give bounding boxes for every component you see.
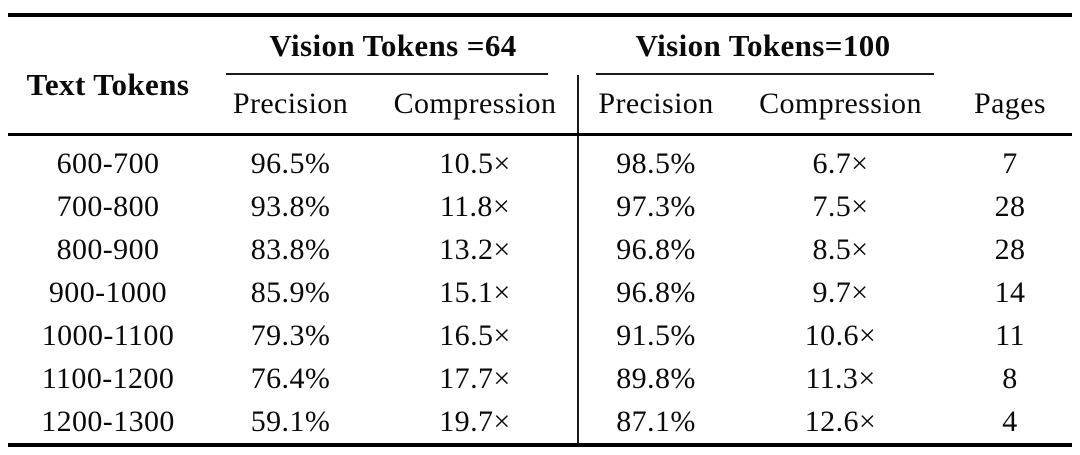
subheader-compression-100: Compression [759, 87, 922, 120]
cell-compression-100: 8.5× [812, 232, 869, 266]
cell-text-tokens: 1100-1200 [41, 361, 175, 395]
cell-compression-100: 6.7× [812, 146, 869, 180]
cell-precision-64: 93.8% [250, 189, 331, 223]
subheader-compression-64: Compression [393, 87, 557, 120]
table-row: 1100-1200 76.4% 17.7× 89.8% 11.3× 8 [8, 357, 1072, 400]
table-body: 600-700 96.5% 10.5× 98.5% 6.7× 7 700-800… [8, 134, 1072, 445]
cell-text-tokens: 700-800 [56, 189, 160, 223]
cell-compression-64: 16.5× [439, 318, 511, 352]
cell-precision-64: 96.5% [250, 146, 331, 180]
cell-compression-100: 7.5× [812, 189, 869, 223]
cell-precision-64: 83.8% [250, 232, 331, 266]
table-header: Text Tokens Vision Tokens =64 Vision Tok… [8, 15, 1072, 135]
cell-text-tokens: 800-900 [56, 232, 160, 266]
group-header-vision-100: Vision Tokens=100 [578, 15, 948, 75]
cell-pages: 28 [994, 189, 1026, 223]
cell-pages: 4 [1002, 404, 1018, 438]
cell-compression-64: 11.8× [439, 189, 511, 223]
cell-pages: 7 [1002, 146, 1018, 180]
cell-pages: 14 [994, 275, 1026, 309]
cell-compression-100: 12.6× [804, 404, 877, 438]
cell-precision-100: 98.5% [577, 134, 733, 185]
group-header-vision-64: Vision Tokens =64 [208, 15, 578, 75]
cell-compression-64: 10.5× [439, 146, 511, 180]
cell-precision-100: 91.5% [577, 314, 733, 357]
row-header-text-tokens: Text Tokens [26, 67, 190, 102]
cell-precision-100: 87.1% [577, 400, 733, 445]
results-table: Text Tokens Vision Tokens =64 Vision Tok… [8, 13, 1072, 447]
cell-compression-64: 19.7× [439, 404, 511, 438]
cell-pages: 28 [994, 232, 1026, 266]
table-row: 1000-1100 79.3% 16.5× 91.5% 10.6× 11 [8, 314, 1072, 357]
subheader-precision-64: Precision [232, 87, 349, 120]
cell-precision-100: 89.8% [577, 357, 733, 400]
cell-compression-100: 11.3× [805, 361, 876, 395]
cell-text-tokens: 1000-1100 [41, 318, 175, 352]
cell-precision-64: 85.9% [250, 275, 331, 309]
cell-pages: 8 [1002, 361, 1018, 395]
cell-compression-64: 17.7× [439, 361, 511, 395]
cell-compression-100: 9.7× [812, 275, 869, 309]
pages-spacer [948, 15, 1072, 75]
cell-precision-64: 79.3% [250, 318, 331, 352]
table-row: 900-1000 85.9% 15.1× 96.8% 9.7× 14 [8, 271, 1072, 314]
cell-precision-64: 76.4% [250, 361, 331, 395]
table-row: 700-800 93.8% 11.8× 97.3% 7.5× 28 [8, 185, 1072, 228]
table-row: 800-900 83.8% 13.2× 96.8% 8.5× 28 [8, 228, 1072, 271]
cell-precision-100: 96.8% [577, 228, 733, 271]
cell-text-tokens: 1200-1300 [41, 404, 175, 438]
cell-text-tokens: 900-1000 [48, 275, 168, 309]
sub-header-row: Precision Compression Precision Compress… [8, 75, 1072, 135]
cell-pages: 11 [995, 318, 1025, 352]
cell-compression-64: 15.1× [439, 275, 511, 309]
cell-precision-64: 59.1% [250, 404, 331, 438]
group-header-row: Text Tokens Vision Tokens =64 Vision Tok… [8, 15, 1072, 102]
subheader-precision-100: Precision [577, 75, 733, 135]
cell-compression-100: 10.6× [804, 318, 877, 352]
table-row: 600-700 96.5% 10.5× 98.5% 6.7× 7 [8, 134, 1072, 185]
cell-compression-64: 13.2× [439, 232, 511, 266]
cell-precision-100: 96.8% [577, 271, 733, 314]
cell-precision-100: 97.3% [577, 185, 733, 228]
subheader-pages: Pages [974, 87, 1046, 120]
cell-text-tokens: 600-700 [56, 146, 160, 180]
table-row: 1200-1300 59.1% 19.7× 87.1% 12.6× 4 [8, 400, 1072, 445]
